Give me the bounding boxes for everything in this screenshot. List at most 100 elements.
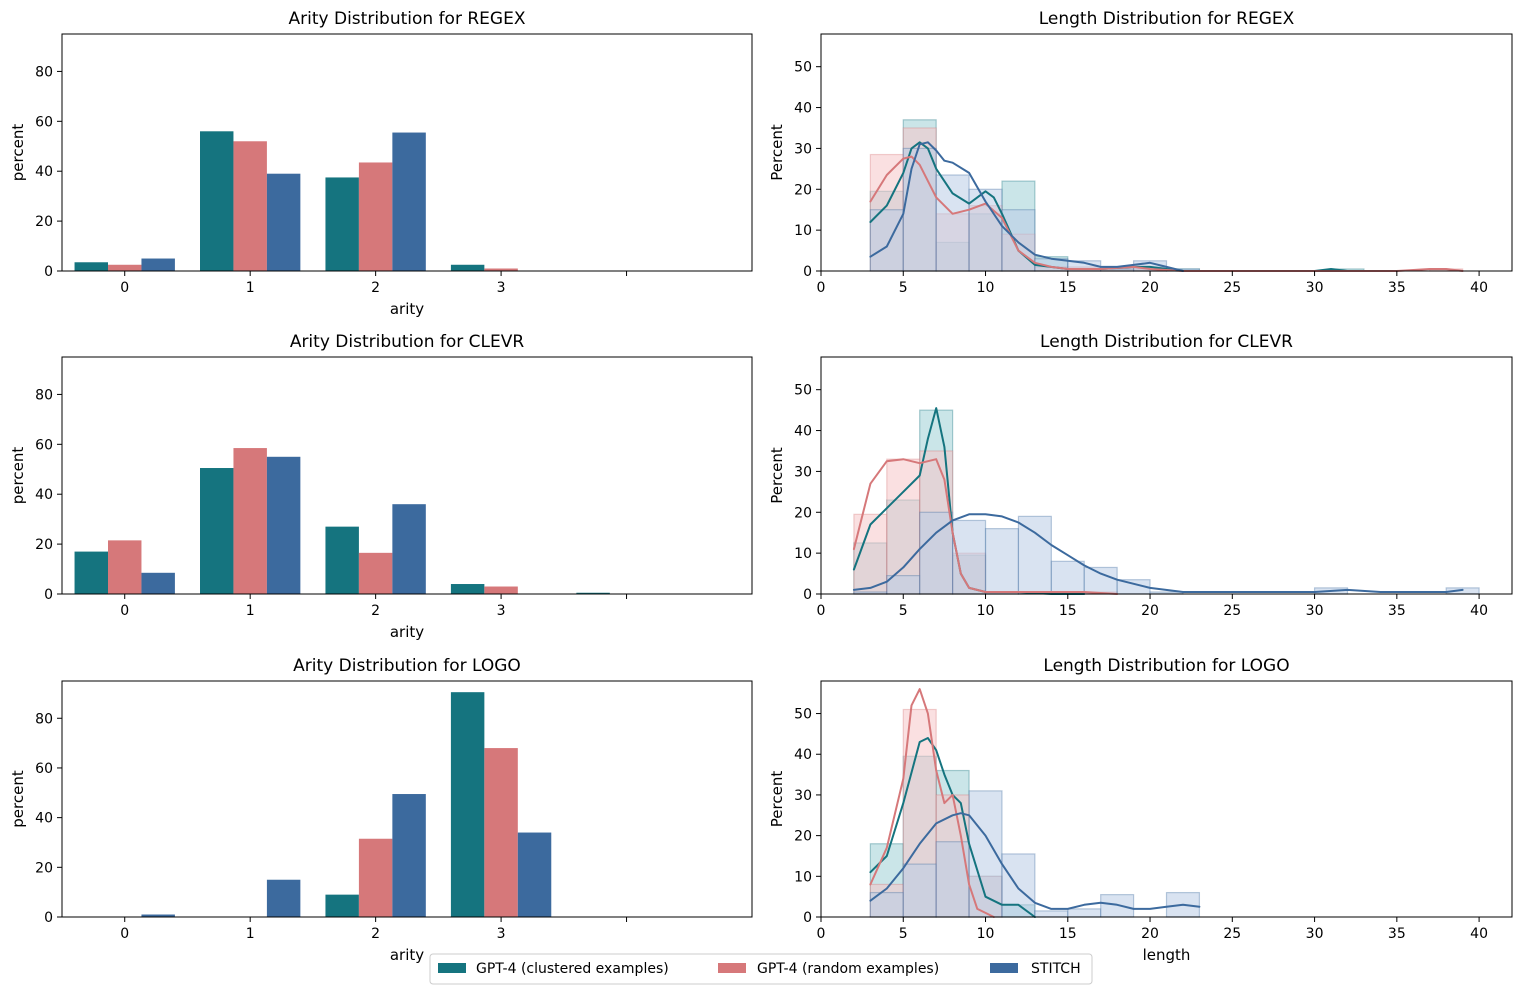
y-tick-label: 0 — [44, 910, 53, 926]
x-tick-label: 15 — [1059, 603, 1077, 619]
x-tick-label: 5 — [899, 926, 908, 942]
hist-bin — [886, 458, 921, 595]
bar — [74, 551, 108, 594]
axes-frame — [61, 33, 753, 272]
bar — [200, 131, 234, 271]
y-tick-label: 40 — [35, 487, 53, 503]
y-tick-label: 80 — [35, 64, 53, 80]
bar — [517, 832, 552, 917]
y-tick-label: 60 — [35, 437, 53, 453]
bar — [392, 794, 426, 917]
y-tick-label: 0 — [803, 910, 812, 926]
legend-label: GPT-4 (random examples) — [757, 961, 939, 977]
x-tick-label: 0 — [120, 603, 129, 619]
x-tick-label: 3 — [497, 603, 506, 619]
legend-label: GPT-4 (clustered examples) — [476, 961, 669, 977]
y-axis-label: Percent — [768, 447, 786, 504]
y-tick-label: 50 — [794, 60, 812, 76]
bar — [325, 894, 359, 917]
x-tick-label: 10 — [977, 280, 995, 296]
legend-item-stitch: STITCH — [990, 961, 1081, 977]
y-tick-label: 40 — [794, 747, 812, 763]
legend-item-random: GPT-4 (random examples) — [718, 961, 939, 977]
axes-frame — [820, 356, 1513, 595]
y-axis-label: percent — [9, 124, 27, 182]
legend-label: STITCH — [1031, 961, 1081, 977]
y-tick-label: 60 — [35, 114, 53, 130]
bar — [325, 177, 359, 271]
legend-item-clustered: GPT-4 (clustered examples) — [438, 961, 669, 977]
bar — [450, 584, 485, 594]
x-tick-label: 20 — [1141, 926, 1159, 942]
bar — [450, 264, 485, 271]
x-tick-label: 3 — [497, 926, 506, 942]
y-tick-label: 40 — [35, 811, 53, 827]
x-tick-label: 5 — [899, 280, 908, 296]
panel-length-logo: Length Distribution for LOGO 0 10 20 30 40 50 0… — [768, 656, 1513, 964]
bar — [358, 838, 393, 917]
axes-frame — [61, 680, 753, 918]
y-tick-label: 20 — [794, 505, 812, 521]
x-tick-label: 35 — [1388, 603, 1406, 619]
bar — [358, 552, 393, 594]
legend-swatch — [718, 963, 746, 973]
chart-title: Arity Distribution for CLEVR — [290, 332, 525, 352]
y-tick-label: 40 — [35, 164, 53, 180]
y-tick-label: 20 — [794, 829, 812, 845]
x-tick-label: 2 — [371, 926, 380, 942]
panel-length-regex: Length Distribution for REGEX01020304050… — [768, 9, 1513, 296]
x-tick-label: 0 — [120, 280, 129, 296]
hist-bin — [1001, 853, 1036, 918]
x-tick-label: 35 — [1388, 926, 1406, 942]
panel-arity-regex: Arity Distribution for REGEX 0 20 40 60 80 0 1 2… — [9, 9, 753, 318]
x-tick-label: 20 — [1141, 280, 1159, 296]
x-tick-label: 40 — [1470, 603, 1488, 619]
kde-line — [869, 812, 1201, 910]
x-tick-label: 40 — [1470, 926, 1488, 942]
hist-bin — [1017, 515, 1052, 595]
bar — [141, 572, 175, 594]
bar — [576, 592, 610, 594]
hist-bin — [902, 863, 937, 918]
y-axis-label: percent — [9, 447, 27, 505]
x-axis-label: length — [1143, 946, 1191, 964]
panel-arity-logo: Arity Distribution for LOGO 0 20 40 60 80 0 1 2 3… — [9, 656, 753, 964]
x-tick-label: 30 — [1306, 603, 1324, 619]
hist-bin — [919, 511, 954, 595]
hist-bin — [869, 209, 904, 272]
x-tick-label: 2 — [371, 603, 380, 619]
x-axis-label: arity — [390, 623, 424, 641]
x-tick-label: 25 — [1223, 926, 1241, 942]
hist-bin — [1083, 566, 1118, 595]
y-tick-label: 40 — [794, 424, 812, 440]
hist-bin — [935, 174, 970, 272]
y-tick-label: 20 — [794, 182, 812, 198]
bar — [484, 586, 518, 594]
x-tick-label: 35 — [1388, 280, 1406, 296]
x-tick-label: 1 — [246, 603, 255, 619]
kde-line — [852, 458, 1119, 595]
x-tick-label: 3 — [497, 280, 506, 296]
y-tick-label: 20 — [35, 214, 53, 230]
x-tick-label: 0 — [817, 603, 826, 619]
kde-line — [869, 141, 1184, 272]
kde-line — [869, 688, 995, 918]
bar — [484, 268, 518, 271]
y-tick-label: 20 — [35, 537, 53, 553]
x-tick-label: 0 — [817, 926, 826, 942]
bar — [108, 264, 142, 271]
x-tick-label: 2 — [371, 280, 380, 296]
x-tick-label: 0 — [120, 926, 129, 942]
bar — [141, 914, 175, 917]
x-tick-label: 5 — [899, 603, 908, 619]
y-tick-label: 40 — [794, 101, 812, 117]
bar — [266, 173, 301, 271]
axes-frame — [820, 680, 1513, 918]
bar — [450, 692, 485, 917]
panel-length-clevr: Length Distribution for CLEVR01020304050… — [768, 332, 1513, 619]
y-tick-label: 30 — [794, 464, 812, 480]
y-tick-label: 10 — [794, 869, 812, 885]
y-tick-label: 10 — [794, 546, 812, 562]
y-tick-label: 0 — [44, 587, 53, 603]
